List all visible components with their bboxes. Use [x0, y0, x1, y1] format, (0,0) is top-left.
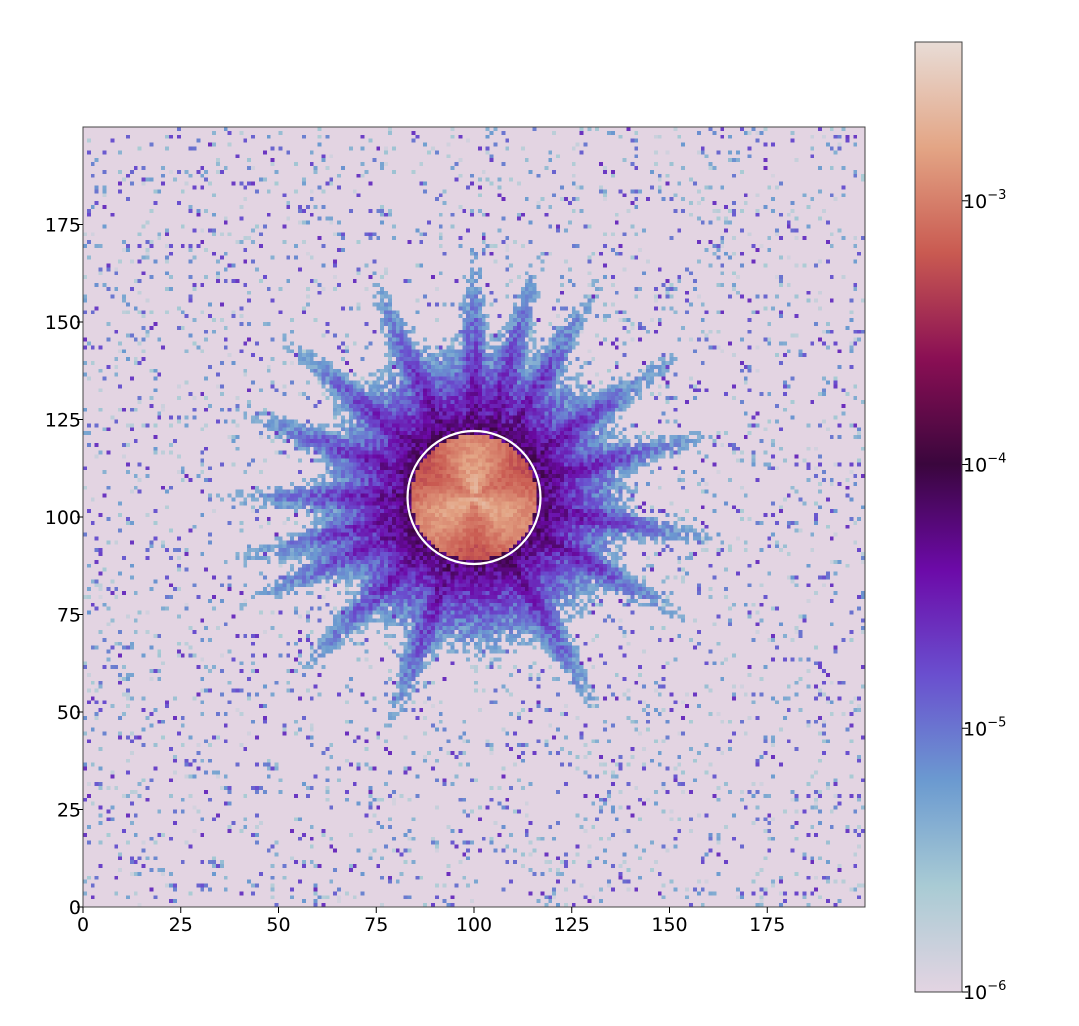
- x-tick-label: 25: [169, 914, 193, 936]
- heatmap-image: [83, 127, 865, 907]
- x-tick-label: 75: [364, 914, 388, 936]
- y-tick-label: 25: [57, 800, 81, 822]
- plot-area: [83, 127, 865, 907]
- y-tick-label: 175: [45, 215, 81, 237]
- x-tick-label: 50: [266, 914, 290, 936]
- colorbar-tick-label: 10−4: [963, 452, 1006, 477]
- x-tick-label: 100: [456, 914, 492, 936]
- annotation-circle: [406, 429, 542, 566]
- x-tick-label: 150: [651, 914, 687, 936]
- colorbar-ticks: 10−6 10−5 10−4 10−3: [962, 188, 1006, 1004]
- x-axis: 0 25 50 75 100 125 150 175: [77, 907, 785, 936]
- y-axis: 0 25 50 75 100 125 150 175: [45, 215, 83, 919]
- x-tick-label: 175: [749, 914, 785, 936]
- y-tick-label: 100: [45, 507, 81, 529]
- x-tick-label: 125: [554, 914, 590, 936]
- colorbar-tick-label: 10−6: [963, 979, 1006, 1004]
- x-tick-label: 0: [77, 914, 89, 936]
- colorbar-tick-label: 10−5: [963, 715, 1006, 740]
- y-tick-label: 125: [45, 410, 81, 432]
- colorbar: 10−6 10−5 10−4 10−3: [914, 41, 1006, 1004]
- y-tick-label: 0: [69, 897, 81, 919]
- y-tick-label: 50: [57, 702, 81, 724]
- colorbar-gradient: [914, 41, 963, 993]
- colorbar-tick-label: 10−3: [963, 188, 1006, 213]
- y-tick-label: 150: [45, 312, 81, 334]
- y-tick-label: 75: [57, 605, 81, 627]
